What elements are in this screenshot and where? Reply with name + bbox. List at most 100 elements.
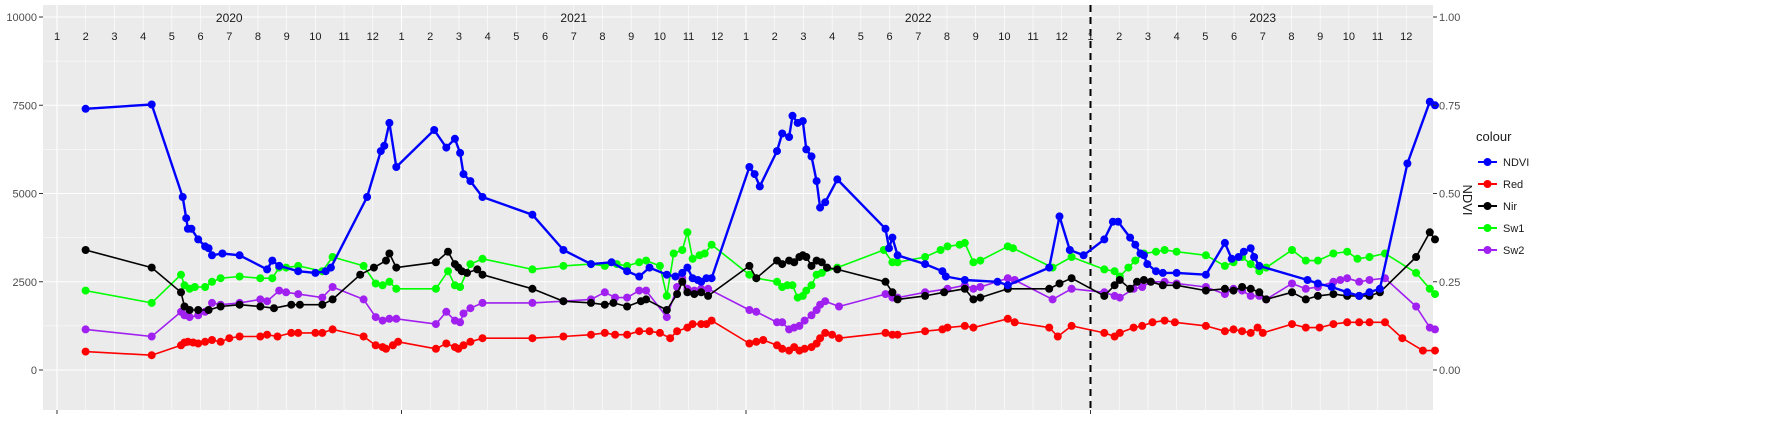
data-point-sw1 [683,228,692,237]
data-point-ndvi [363,193,372,201]
month-label: 7 [1260,31,1266,43]
data-point-sw1 [385,277,394,286]
data-point-red [216,337,225,346]
month-label: 12 [367,31,379,43]
data-point-nir [478,270,487,279]
month-label: 8 [944,31,950,43]
data-point-sw1 [976,256,985,265]
data-point-sw2 [459,309,468,318]
data-point-nir [790,258,799,267]
data-point-ndvi [662,270,671,279]
data-point-nir [678,277,687,286]
month-label: 6 [886,31,892,43]
data-point-sw2 [795,321,804,330]
data-point-ndvi [678,268,687,277]
data-point-red [1201,321,1210,330]
data-point-ndvi [392,163,401,171]
series-layer [81,97,1439,360]
data-point-nir [673,290,682,299]
data-point-nir [473,265,482,274]
data-point-sw2 [378,316,387,325]
data-point-nir [1255,288,1264,297]
data-point-nir [888,288,897,297]
data-point-ndvi [294,267,303,276]
data-point-sw2 [185,313,194,322]
data-point-sw1 [678,246,687,254]
data-point-nir [623,302,632,311]
data-point-sw2 [835,302,843,311]
data-point-sw1 [1288,246,1296,254]
data-point-ndvi [816,203,825,212]
data-point-red [688,320,697,329]
data-point-sw2 [263,297,272,306]
data-point-ndvi [1227,254,1236,263]
data-point-nir [256,302,265,311]
month-label: 5 [1202,31,1208,43]
data-point-red [294,328,303,337]
legend-item-nir: Nir [1478,201,1517,213]
data-point-nir [833,265,842,274]
data-point-ndvi [456,148,465,157]
y-tick-label: 0 [31,365,37,377]
month-label: 12 [711,31,723,43]
data-point-ndvi [1003,281,1012,290]
data-point-sw2 [528,298,537,307]
data-point-ndvi [671,272,680,281]
data-point-nir [1246,284,1255,293]
data-point-sw1 [1067,253,1076,261]
data-point-nir [528,284,537,293]
data-point-ndvi [263,265,272,274]
data-point-ndvi [1055,212,1064,221]
data-point-ndvi [1079,251,1088,260]
data-point-ndvi [194,235,203,244]
data-point-nir [817,258,826,267]
data-point-nir [270,304,278,313]
data-point-sw2 [282,288,291,297]
data-point-nir [1158,281,1167,290]
data-point-sw1 [216,274,225,283]
data-point-sw1 [1431,290,1439,299]
data-point-red [256,332,265,341]
data-point-ndvi [1172,268,1181,277]
data-point-ndvi [1246,244,1255,253]
y2-tick-label: 0.50 [1439,189,1460,201]
data-point-ndvi [1343,288,1352,297]
data-point-sw1 [371,279,380,288]
data-point-sw1 [559,261,568,270]
month-label: 11 [683,31,694,43]
data-point-nir [802,253,811,261]
data-point-red [611,330,620,339]
month-label: 10 [998,31,1010,43]
month-label: 8 [599,31,605,43]
y2-tick-label: 0.25 [1439,277,1460,289]
data-point-nir [444,247,452,256]
month-label: 1 [398,31,404,43]
data-point-red [318,328,327,337]
data-point-nir [1313,291,1322,300]
month-label: 6 [542,31,548,43]
data-point-sw2 [431,320,440,329]
data-point-ndvi [1065,246,1074,254]
data-point-sw2 [442,307,451,316]
data-point-nir [287,300,296,309]
data-point-ndvi [881,224,890,233]
data-point-red [778,344,787,353]
data-point-nir [295,300,304,309]
data-point-red [208,336,216,344]
legend-key-point [1483,180,1492,188]
data-point-sw1 [1009,244,1017,253]
data-point-sw1 [1110,267,1119,276]
month-label: 7 [571,31,577,43]
data-point-ndvi [778,129,787,138]
data-point-sw1 [359,261,368,270]
data-point-ndvi [204,244,213,253]
data-point-ndvi [773,147,781,156]
data-point-nir [1133,277,1141,286]
series-red [81,314,1439,360]
data-point-ndvi [478,193,487,201]
series-sw1 [81,228,1439,307]
y2-tick-label: 0.75 [1439,100,1460,112]
data-point-red [881,328,890,337]
data-point-nir [1220,284,1229,293]
